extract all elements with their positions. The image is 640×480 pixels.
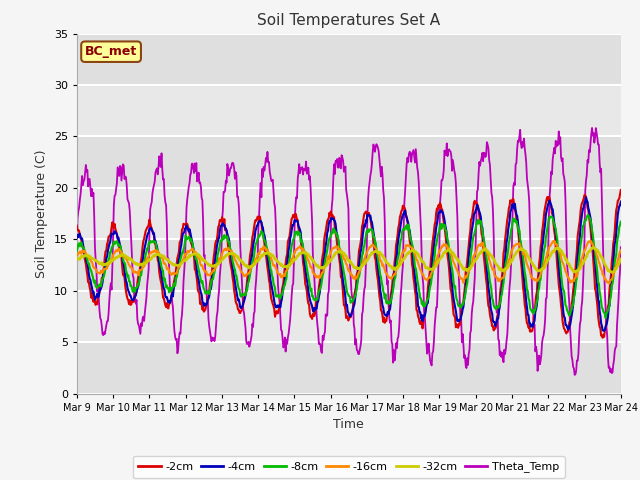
- X-axis label: Time: Time: [333, 418, 364, 431]
- Bar: [77, 240, 621, 291]
- Legend: -2cm, -4cm, -8cm, -16cm, -32cm, Theta_Temp: -2cm, -4cm, -8cm, -16cm, -32cm, Theta_Te…: [133, 456, 564, 478]
- Bar: [77, 136, 621, 188]
- Y-axis label: Soil Temperature (C): Soil Temperature (C): [35, 149, 48, 278]
- Text: BC_met: BC_met: [85, 45, 137, 58]
- Bar: [77, 342, 621, 394]
- Bar: [77, 34, 621, 85]
- Title: Soil Temperatures Set A: Soil Temperatures Set A: [257, 13, 440, 28]
